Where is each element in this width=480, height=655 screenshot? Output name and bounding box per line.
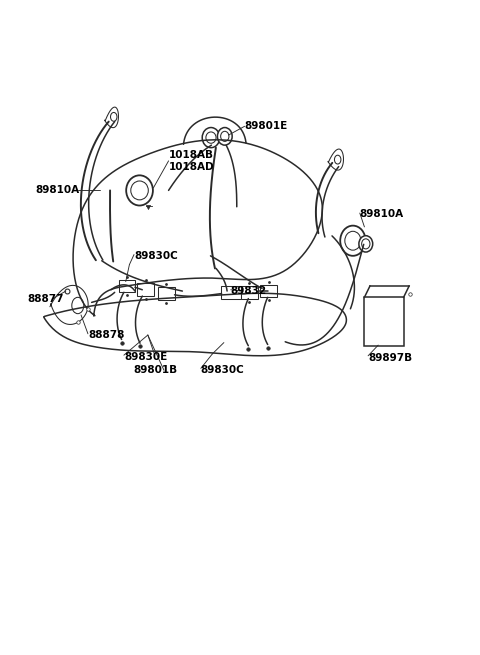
Ellipse shape: [221, 131, 229, 141]
Ellipse shape: [126, 176, 153, 206]
Circle shape: [72, 297, 84, 314]
Text: 89810A: 89810A: [35, 185, 79, 195]
Ellipse shape: [217, 128, 232, 145]
Bar: [260, 285, 277, 297]
Ellipse shape: [359, 236, 372, 252]
Text: 89830C: 89830C: [134, 252, 178, 261]
Ellipse shape: [131, 181, 148, 200]
Ellipse shape: [206, 132, 216, 143]
Bar: [241, 286, 257, 299]
Circle shape: [335, 155, 341, 164]
Bar: [158, 288, 175, 300]
Bar: [221, 286, 241, 299]
Text: 89810A: 89810A: [360, 210, 404, 219]
Circle shape: [110, 113, 117, 121]
Bar: [137, 284, 154, 296]
Ellipse shape: [361, 239, 370, 249]
Text: 89897B: 89897B: [368, 352, 412, 363]
Text: 88878: 88878: [88, 330, 124, 340]
Text: 89832: 89832: [231, 286, 267, 296]
Ellipse shape: [340, 225, 366, 256]
Ellipse shape: [202, 128, 220, 147]
Text: 89801E: 89801E: [245, 121, 288, 131]
Text: 1018AD: 1018AD: [168, 162, 214, 172]
Text: 88877: 88877: [27, 294, 64, 304]
Bar: [364, 297, 404, 346]
Text: 1018AB: 1018AB: [168, 149, 214, 160]
Ellipse shape: [345, 231, 361, 250]
Text: 89801B: 89801B: [133, 365, 177, 375]
Text: 89830C: 89830C: [201, 365, 245, 375]
Bar: [119, 280, 135, 292]
Text: 89830E: 89830E: [124, 352, 167, 362]
